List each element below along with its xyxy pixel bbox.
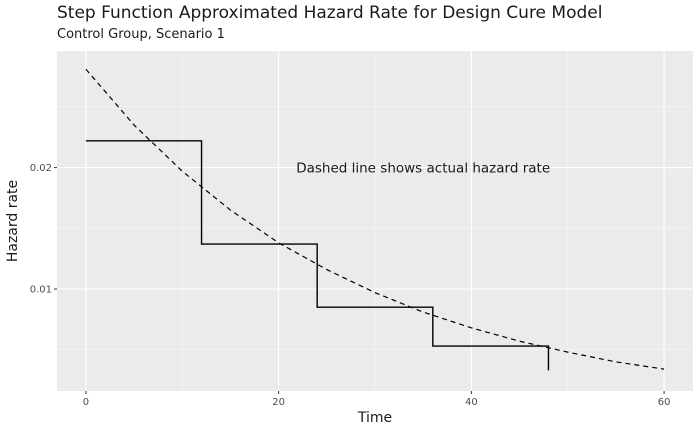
grid-lines	[57, 51, 693, 391]
x-axis: 0 20 40 60	[83, 391, 671, 408]
chart-title: Step Function Approximated Hazard Rate f…	[57, 3, 603, 23]
x-tick-label: 20	[272, 397, 285, 408]
x-tick-label: 0	[83, 397, 89, 408]
actual-hazard-dashed-line	[85, 68, 665, 370]
y-tick-label: 0.02	[30, 163, 52, 174]
x-tick-label: 40	[465, 397, 478, 408]
series-layer	[85, 68, 665, 371]
y-axis-label: Hazard rate	[5, 180, 21, 262]
x-axis-label: Time	[357, 410, 392, 426]
y-tick-label: 0.01	[30, 285, 52, 296]
step-hazard-line	[85, 140, 550, 371]
x-tick-label: 60	[658, 397, 671, 408]
annotation-text: Dashed line shows actual hazard rate	[296, 161, 550, 177]
y-axis: 0.01 0.02	[30, 163, 57, 296]
chart-subtitle: Control Group, Scenario 1	[57, 27, 225, 42]
